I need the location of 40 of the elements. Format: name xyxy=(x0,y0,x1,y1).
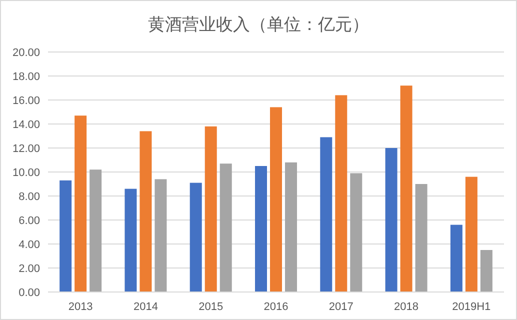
bar xyxy=(190,182,202,292)
x-tick-label: 2015 xyxy=(198,301,224,313)
bar xyxy=(320,137,332,292)
x-tick-label: 2014 xyxy=(133,301,158,313)
x-tick-label: 2016 xyxy=(264,301,288,313)
x-tick-label: 2019H1 xyxy=(452,301,491,313)
y-tick-label: 6.00 xyxy=(18,215,40,227)
y-tick-label: 16.00 xyxy=(12,95,40,107)
chart-title: 黄酒营业收入（单位：亿元） xyxy=(148,15,369,34)
y-tick-label: 4.00 xyxy=(18,239,40,251)
x-tick-label: 2017 xyxy=(328,301,354,313)
bar xyxy=(465,176,478,292)
y-tick-label: 8.00 xyxy=(18,191,40,203)
bar xyxy=(255,166,267,292)
y-tick-label: 20.00 xyxy=(12,47,40,59)
bar xyxy=(90,170,102,292)
bar xyxy=(204,126,217,292)
bar xyxy=(385,148,398,292)
bar xyxy=(60,180,72,292)
bar xyxy=(335,95,348,292)
bar xyxy=(270,107,282,292)
y-tick-label: 12.00 xyxy=(12,143,40,155)
y-tick-label: 18.00 xyxy=(12,71,40,83)
x-tick-label: 2013 xyxy=(68,301,93,313)
bar xyxy=(480,250,492,292)
bar xyxy=(74,116,87,292)
x-tick-label: 2018 xyxy=(394,301,419,313)
bar xyxy=(220,164,232,292)
y-tick-label: 2.00 xyxy=(18,263,40,275)
bar xyxy=(154,179,167,292)
bar xyxy=(400,86,412,292)
y-tick-label: 10.00 xyxy=(12,167,40,179)
bar xyxy=(350,173,362,292)
bar xyxy=(450,224,462,292)
bar xyxy=(415,184,428,292)
y-tick-label: 14.00 xyxy=(12,119,40,131)
bar xyxy=(124,188,137,292)
bar xyxy=(285,162,297,292)
y-tick-label: 0.00 xyxy=(18,287,40,299)
bar xyxy=(140,131,152,292)
